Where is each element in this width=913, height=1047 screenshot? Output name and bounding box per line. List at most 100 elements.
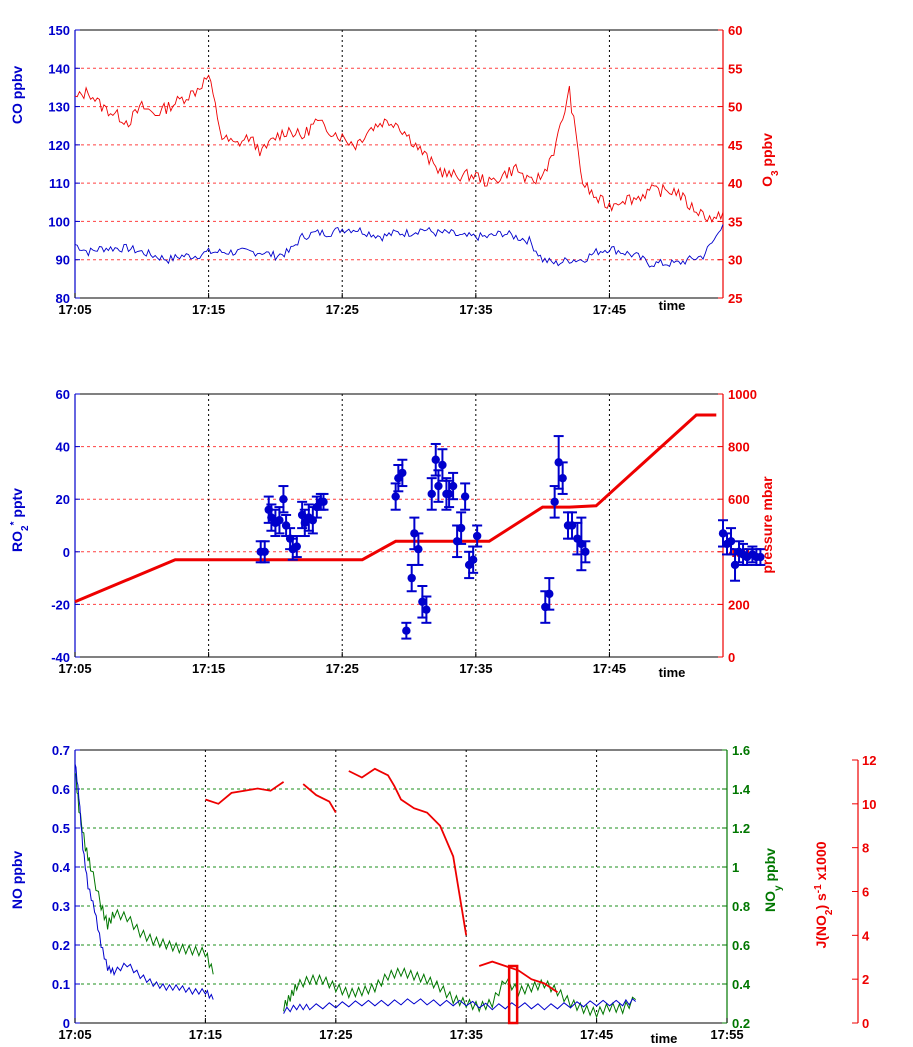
y-far-right-label-part: ) s [813,893,829,910]
y-left-tick-label: 90 [56,253,70,268]
chart-2: 17:05 17:15 17:25 17:35 17:45 time-40-2002040… [9,387,776,680]
x-tick-label: 17:15 [189,1027,222,1042]
data-point [448,481,458,491]
y-left-tick-label: 0.5 [52,821,70,836]
x-tick-label: 17:35 [459,302,492,317]
x-tick-label: 17:45 [580,1027,613,1042]
y-right-tick-label: 0.4 [732,977,751,992]
y-left-tick-label: 20 [56,492,70,507]
data-point [472,531,482,541]
x-axis-label: time [651,1031,678,1046]
y-right-label: O3 ppbv [759,133,781,187]
data-point [418,597,427,606]
y-left-tick-label: 150 [48,23,70,38]
y-left-tick-label: 60 [56,387,70,402]
x-tick-label: 17:45 [593,302,626,317]
y-left-tick-label: -20 [51,597,70,612]
y-right-tick-label: 0.6 [732,938,750,953]
y-far-right-tick-label: 10 [862,797,876,812]
data-point [431,455,440,464]
y-left-label-sub: 2 [20,525,31,531]
y-right-label-part: O [759,176,775,187]
data-point [319,497,328,507]
y-right-label: pressure mbar [759,476,775,574]
y-far-right-tick-label: 8 [862,841,869,856]
y-right-tick-label: 55 [728,61,742,76]
y-left-tick-label: -40 [51,650,70,665]
y-right-tick-label: 1.6 [732,743,750,758]
y-far-right-label-part: J(NO [813,915,829,949]
y-far-right-tick-label: 0 [862,1016,869,1031]
y-far-right-label-sup: -1 [813,884,824,893]
noy-line [283,966,637,1019]
y-left-tick-label: 0.6 [52,782,70,797]
x-tick-label: 17:15 [192,661,225,676]
x-tick-label: 17:05 [58,661,91,676]
y-far-right-label: J(NO2) s-1 x1000 [813,841,835,948]
y-right-label-part: ppbv [762,848,778,886]
y-right-label: NOy ppbv [762,848,784,912]
y-left-tick-label: 0 [63,1016,70,1031]
data-point [398,468,407,478]
chart-3: 17:05 17:15 17:25 17:35 17:45 17:55 time 0 0.1 0.… [9,743,876,1046]
y-far-right-tick-label: 4 [862,928,870,943]
x-tick-label: 17:05 [58,1027,91,1042]
y-far-right-label-part: x1000 [813,841,829,884]
jno2-bar [507,964,519,1025]
x-tick-label: 17:25 [326,661,359,676]
x-tick-label: 17:35 [459,661,492,676]
y-left-tick-label: 100 [48,214,70,229]
x-tick-label: 17:45 [593,661,626,676]
y-left-label: CO ppbv [9,66,25,125]
data-point [460,492,470,501]
y-left-tick-label: 130 [48,100,70,115]
y-right-tick-label: 45 [728,138,742,153]
y-far-right-tick-label: 6 [862,885,869,900]
y-right-tick-label: 0.8 [732,899,750,914]
data-point [438,460,447,470]
y-right-tick-label: 60 [728,23,742,38]
data-point [414,544,423,554]
y-right-tick-label: 1 [732,860,739,875]
y-left-tick-label: 140 [48,61,70,76]
x-tick-label: 17:25 [319,1027,352,1042]
data-point [581,547,590,556]
y-left-label-part: RO [9,531,25,552]
data-point [292,542,301,551]
y-right-tick-label: 40 [728,176,742,191]
y-right-tick-label: 1000 [728,387,757,402]
y-left-label-sup: * [9,521,20,525]
jno2-line [348,767,468,936]
y-left-tick-label: 0 [63,545,70,560]
y-right-label-part: ppbv [759,133,775,171]
y-left-tick-label: 110 [49,176,70,191]
no-line [74,763,214,1000]
data-point [391,492,400,501]
x-tick-label: 17:35 [450,1027,483,1042]
jno2-line [478,960,559,994]
y-left-tick-label: 0.4 [52,860,71,875]
y-left-label: NO ppbv [9,851,25,910]
data-point [726,537,736,546]
data-point [402,626,411,635]
x-axis-label: time [659,665,686,680]
y-right-tick-label: 1.2 [732,821,750,836]
y-right-tick-label: 30 [728,253,742,268]
data-point [427,489,436,499]
y-left-tick-label: 0.7 [52,743,70,758]
y-right-label-sub: y [773,885,784,891]
data-point [468,555,478,564]
data-point [275,516,284,525]
data-point [456,523,466,533]
data-point [545,589,554,599]
y-left-tick-label: 120 [48,138,70,153]
pressure-line [74,413,717,604]
y-left-label-part: pptv [9,488,25,522]
data-point [550,497,559,507]
chart-1: 17:05 17:15 17:25 17:35 17:45 time 80 90 100 110 1… [9,23,781,317]
x-tick-label: 17:55 [710,1027,743,1042]
y-right-tick-label: 800 [728,440,750,455]
jno2-line [205,781,285,805]
data-point [422,605,431,614]
